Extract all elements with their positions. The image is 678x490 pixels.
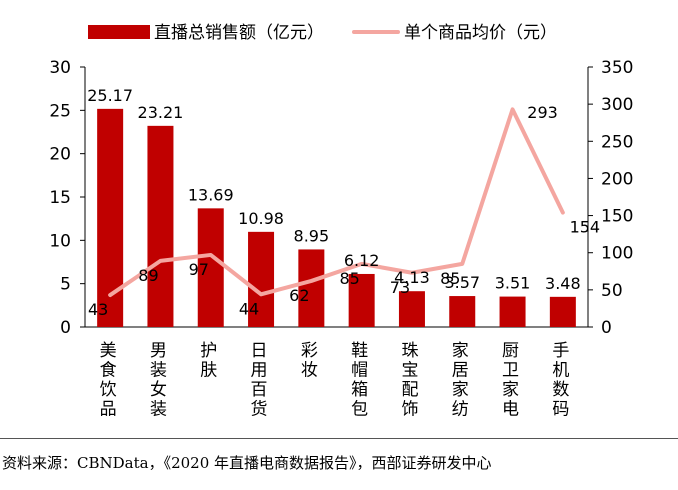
category-label-char: 日 xyxy=(251,341,268,361)
category-label-char: 卫 xyxy=(502,361,519,381)
bar xyxy=(298,249,325,327)
line-value-label: 44 xyxy=(239,299,259,318)
category-label-char: 包 xyxy=(351,400,368,420)
left-tick-label: 15 xyxy=(49,188,71,208)
bar-value-label: 3.57 xyxy=(444,273,480,292)
category-label-char: 品 xyxy=(100,400,117,420)
bar-value-label: 25.17 xyxy=(87,86,133,105)
category-label-char: 珠 xyxy=(401,341,418,361)
category-label-char: 装 xyxy=(150,361,167,381)
category-label-char: 鞋 xyxy=(351,341,368,361)
bar-value-label: 3.48 xyxy=(545,274,581,293)
source-note: 资料来源：CBNData，《2020 年直播电商数据报告》，西部证券研发中心 xyxy=(2,454,492,472)
legend-line-label: 单个商品均价（元） xyxy=(404,23,557,43)
category-label-char: 饰 xyxy=(401,400,418,420)
bar-value-label: 4.13 xyxy=(394,268,430,287)
bar xyxy=(549,296,576,327)
bar-value-label: 13.69 xyxy=(188,185,234,204)
category-label-char: 配 xyxy=(401,380,418,400)
bar xyxy=(348,273,375,327)
bar xyxy=(147,125,174,327)
right-tick-label: 300 xyxy=(601,95,633,115)
category-label-char: 数 xyxy=(552,380,569,400)
bar xyxy=(449,296,476,327)
category-label-char: 肤 xyxy=(200,361,217,381)
category-label-char: 百 xyxy=(251,380,268,400)
category-label-char: 妆 xyxy=(301,361,318,381)
left-tick-label: 20 xyxy=(49,145,71,165)
right-tick-label: 150 xyxy=(601,207,633,227)
source-divider xyxy=(0,438,678,439)
category-label-char: 码 xyxy=(552,400,569,420)
left-tick-label: 30 xyxy=(49,58,71,78)
category-label-char: 厨 xyxy=(502,341,519,361)
bar-value-label: 10.98 xyxy=(238,209,284,228)
category-label-char: 机 xyxy=(552,361,569,381)
bar-value-label: 6.12 xyxy=(344,251,380,270)
right-tick-label: 250 xyxy=(601,132,633,152)
line-series xyxy=(108,107,565,298)
right-tick-label: 50 xyxy=(601,281,623,301)
line-value-label: 293 xyxy=(527,103,558,122)
category-label-char: 帽 xyxy=(351,361,368,381)
category-label-char: 彩 xyxy=(301,341,318,361)
category-label-char: 纺 xyxy=(452,400,469,420)
category-label-char: 宝 xyxy=(401,361,418,381)
legend-bar-swatch xyxy=(88,25,150,39)
category-label-char: 护 xyxy=(200,341,217,361)
bar xyxy=(197,208,224,327)
category-label-char: 家 xyxy=(452,341,469,361)
category-label-char: 电 xyxy=(502,400,519,420)
category-label-char: 家 xyxy=(452,380,469,400)
line-value-label: 73 xyxy=(390,278,410,297)
right-tick-label: 350 xyxy=(601,58,633,78)
category-label-char: 家 xyxy=(502,380,519,400)
left-tick-label: 0 xyxy=(60,318,71,338)
category-label-char: 装 xyxy=(150,400,167,420)
bar xyxy=(248,231,275,327)
line-value-label: 89 xyxy=(138,266,158,285)
right-tick-label: 0 xyxy=(601,318,612,338)
bar-value-label: 8.95 xyxy=(294,226,330,245)
left-tick-label: 25 xyxy=(49,101,71,121)
category-label-char: 食 xyxy=(100,361,117,381)
right-tick-label: 100 xyxy=(601,244,633,264)
line-value-label: 154 xyxy=(570,218,601,237)
category-label-char: 手 xyxy=(552,341,569,361)
bar-value-label: 3.51 xyxy=(495,274,531,293)
category-label-char: 美 xyxy=(100,341,117,361)
category-label-char: 居 xyxy=(452,361,469,381)
category-label-char: 用 xyxy=(251,361,268,381)
category-label-char: 货 xyxy=(251,400,268,420)
line-value-label: 43 xyxy=(88,300,108,319)
line-value-label: 85 xyxy=(339,269,359,288)
bar xyxy=(398,291,425,327)
bar-value-label: 23.21 xyxy=(138,103,184,122)
category-label-char: 女 xyxy=(150,380,167,400)
category-label-char: 箱 xyxy=(351,380,368,400)
legend-bar-label: 直播总销售额（亿元） xyxy=(154,23,324,43)
left-tick-label: 5 xyxy=(60,275,71,295)
category-label-char: 男 xyxy=(150,341,167,361)
category-label-char: 饮 xyxy=(100,380,117,400)
line-value-label: 85 xyxy=(440,269,460,288)
bar xyxy=(499,296,526,327)
left-tick-label: 10 xyxy=(49,231,71,251)
line-value-label: 97 xyxy=(189,260,209,279)
right-tick-label: 200 xyxy=(601,169,633,189)
line-value-label: 62 xyxy=(289,286,309,305)
